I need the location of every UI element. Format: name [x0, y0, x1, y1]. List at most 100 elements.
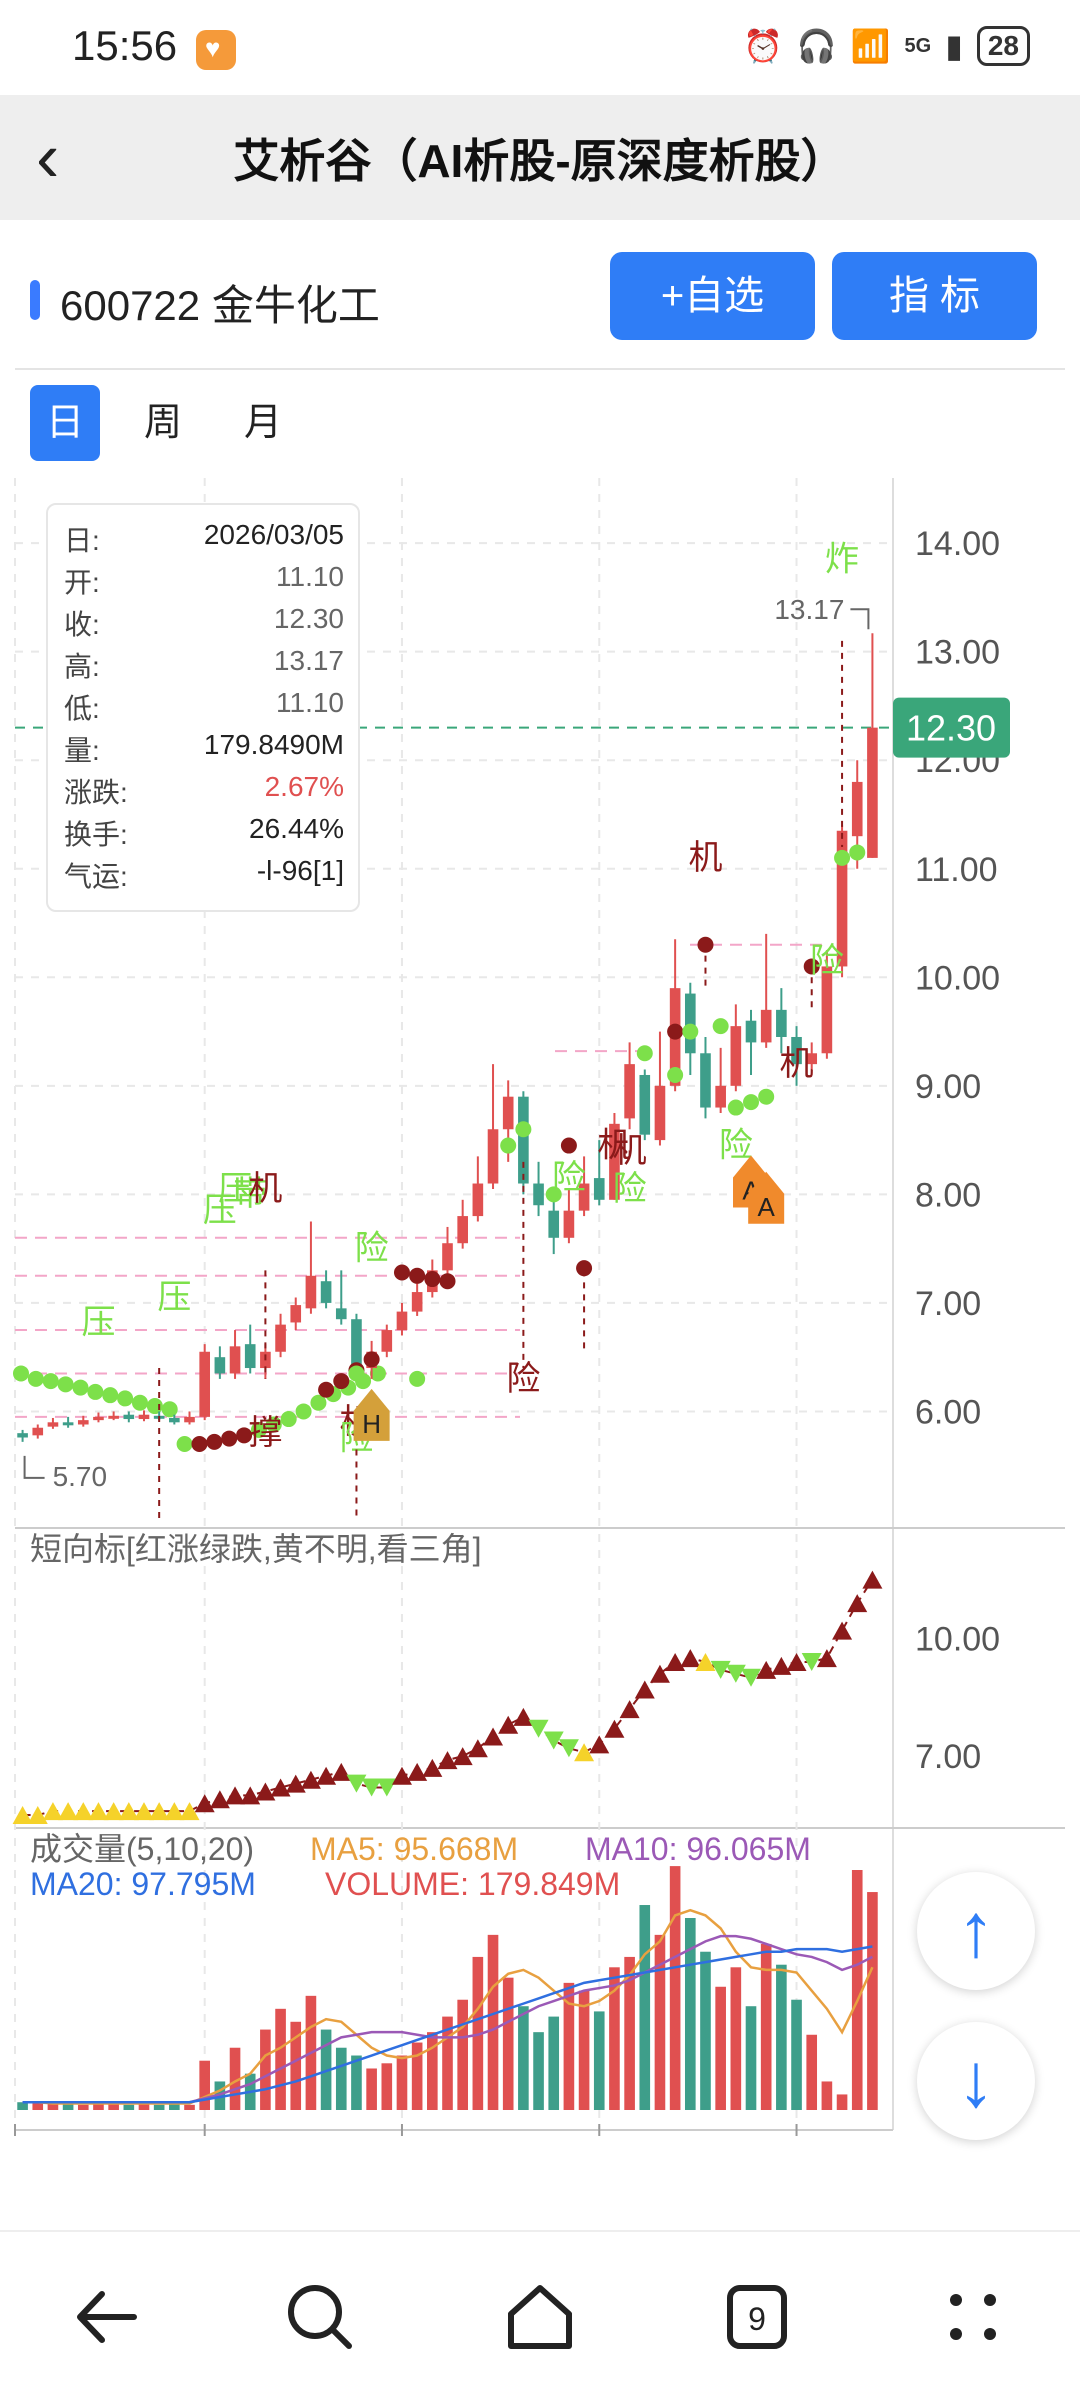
app-header: ‹ 艾析谷（AI析股-原深度析股） — [0, 95, 1080, 220]
volume-bar — [290, 2021, 302, 2110]
candle-body — [229, 1346, 241, 1374]
info-label: 气运: — [64, 861, 128, 892]
volume-bar — [487, 1934, 499, 2110]
candle-body — [32, 1427, 44, 1436]
candle-body — [77, 1420, 89, 1425]
trend-triangle — [407, 1762, 428, 1781]
candle-body — [396, 1311, 408, 1331]
info-label: 开: — [64, 567, 100, 598]
candle-body — [457, 1216, 468, 1244]
trend-triangle — [437, 1751, 458, 1770]
signal-dot-green — [348, 1365, 365, 1382]
trend-triangle — [771, 1656, 792, 1675]
info-row: 量: 179.8490M — [64, 729, 344, 771]
search-icon[interactable] — [275, 2272, 365, 2362]
support-dot — [369, 1365, 386, 1382]
stock-chart[interactable]: 14.0013.0012.0011.0010.009.008.007.006.0… — [0, 470, 1080, 2150]
candle-body — [851, 781, 863, 837]
candle-body — [199, 1351, 211, 1417]
home-icon[interactable] — [495, 2272, 585, 2362]
marker-label: A — [758, 1192, 776, 1222]
info-row: 气运: -l-96[1] — [64, 855, 344, 897]
signal-dot-green — [849, 844, 866, 861]
volume-bar — [138, 2103, 150, 2110]
candle-body — [138, 1414, 150, 1420]
trend-triangle — [240, 1786, 261, 1805]
trend-triangle — [225, 1786, 246, 1805]
signal-label: 机 — [688, 839, 722, 877]
trend-triangle — [741, 1668, 762, 1687]
trend-triangle — [467, 1739, 488, 1758]
signal-dot-red — [409, 1267, 426, 1284]
volume-bar — [867, 1892, 878, 2110]
volume-bar — [533, 2032, 544, 2110]
volume-bar — [275, 2008, 286, 2110]
tab-week[interactable]: 周 — [143, 402, 182, 444]
signal-dot-red — [803, 958, 820, 975]
info-label: 换手: — [64, 819, 128, 850]
info-row: 换手: 26.44% — [64, 813, 344, 855]
candle-body — [335, 1308, 347, 1320]
indicator-button[interactable]: 指 标 — [832, 252, 1037, 340]
trend-triangle — [680, 1649, 701, 1668]
trend-triangle — [194, 1794, 215, 1813]
alarm-icon: ⏰ — [743, 28, 783, 64]
tab-day[interactable]: 日 — [30, 385, 100, 461]
scroll-up-button[interactable]: ↑ — [917, 1872, 1035, 1990]
trend-triangle — [452, 1747, 473, 1766]
support-dot — [102, 1387, 119, 1404]
signal-label: 险 — [719, 1126, 753, 1164]
short-tick-label: 10.00 — [915, 1620, 1000, 1658]
info-row: 低: 11.10 — [64, 687, 344, 729]
signal-label: 机 — [780, 1045, 814, 1083]
trend-triangle — [73, 1802, 94, 1821]
volume-bar — [260, 2029, 271, 2110]
trend-triangle — [862, 1570, 883, 1589]
support-dot — [117, 1390, 134, 1407]
support-dot — [146, 1398, 163, 1415]
candle-body — [169, 1417, 180, 1423]
chevron-left-icon[interactable]: ‹ — [36, 118, 60, 196]
volume-bar — [47, 2103, 59, 2110]
stock-code-name: 600722 金牛化工 — [60, 282, 380, 329]
signal-dot-green — [682, 1023, 699, 1040]
trend-triangle — [164, 1802, 185, 1821]
volume-bar — [184, 2104, 195, 2110]
info-row: 开: 11.10 — [64, 561, 344, 603]
candle-body — [654, 1085, 666, 1141]
tab-month[interactable]: 月 — [243, 402, 282, 444]
price-tick-label: 9.00 — [915, 1068, 981, 1106]
price-tick-label: 14.00 — [915, 525, 1000, 563]
scroll-down-button[interactable]: ↓ — [917, 2022, 1035, 2140]
trend-triangle — [133, 1802, 154, 1821]
candle-body — [275, 1324, 286, 1352]
network-type: 5G — [904, 34, 932, 57]
candle-body — [214, 1357, 226, 1374]
volume-bar — [77, 2104, 89, 2110]
candle-body — [639, 1074, 651, 1135]
volume-bar — [351, 2055, 362, 2110]
volume-bar — [32, 2103, 44, 2110]
volume-bar — [229, 2047, 241, 2110]
trend-triangle — [543, 1731, 564, 1750]
volume-bar — [700, 1951, 711, 2110]
trend-triangle — [756, 1660, 777, 1679]
trend-triangle — [649, 1664, 670, 1683]
info-value: 179.8490M — [203, 729, 344, 760]
candle-body — [184, 1416, 195, 1423]
volume-legend: MA10: 96.065M — [585, 1831, 811, 1867]
volume-bar — [427, 2032, 438, 2110]
candle-body — [548, 1210, 560, 1238]
signal-dot-red — [363, 1351, 380, 1368]
signal-label: 险 — [810, 942, 844, 980]
candle-body — [821, 966, 833, 1054]
tabs-count: 9 — [748, 2301, 766, 2337]
back-arrow-icon[interactable] — [62, 2272, 152, 2362]
more-icon[interactable] — [928, 2272, 1018, 2362]
signal-dot-green — [515, 1121, 532, 1138]
trend-triangle — [316, 1766, 337, 1785]
low-price-label: 5.70 — [53, 1461, 108, 1492]
tabs-icon[interactable]: 9 — [712, 2272, 802, 2362]
add-watchlist-button[interactable]: +自选 — [610, 252, 815, 340]
volume-bar — [17, 2102, 28, 2110]
